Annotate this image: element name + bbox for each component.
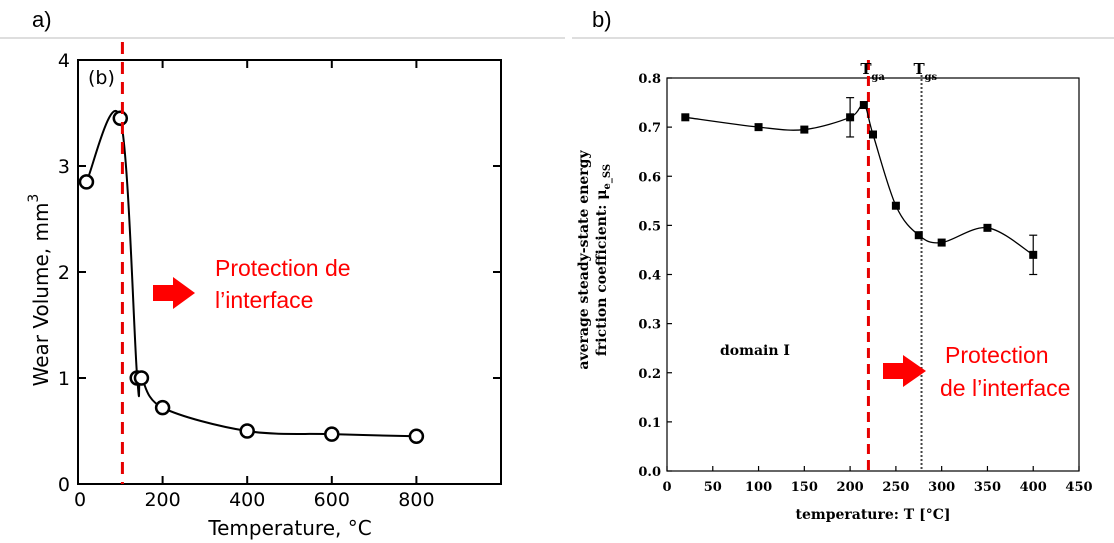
- chart-b-arrow-icon: [883, 355, 926, 387]
- chart-b-region-label: domain I: [720, 343, 790, 359]
- chart-b-ytick-label: 0.6: [638, 170, 661, 185]
- chart-b-xtick-label: 350: [974, 480, 1001, 495]
- chart-b-point: [1029, 250, 1038, 259]
- chart-b-xtick-label: 150: [791, 480, 818, 495]
- chart-a-point: [408, 428, 425, 445]
- chart-a-ytick-label: 1: [58, 368, 70, 390]
- chart-a-xlabel: Temperature, °C: [207, 516, 371, 540]
- chart-a-xtick-label: 600: [314, 489, 350, 511]
- chart-a-point: [112, 110, 129, 127]
- chart-b: 0 50 100 150 200 250 300 350 400 450 0.0 0.1 0.2 0.3…: [576, 60, 1093, 523]
- chart-a-ylabel: Wear Volume, mm3: [26, 194, 53, 387]
- chart-a-xtick-label: 400: [229, 489, 265, 511]
- chart-b-point: [681, 113, 690, 122]
- chart-b-point: [869, 130, 877, 139]
- chart-a-ytick-label: 3: [58, 156, 70, 178]
- chart-b-ylabel-sub: e_SS: [602, 164, 613, 190]
- chart-b-ylabel-line2: friction coefficient: μe_SS: [594, 164, 613, 356]
- chart-a-ylabel-text: Wear Volume, mm: [29, 203, 53, 387]
- chart-b-point: [754, 123, 763, 132]
- chart-b-point: [859, 101, 868, 110]
- chart-a-ytick-label: 2: [58, 262, 70, 284]
- chart-b-xtick-label: 200: [837, 480, 864, 495]
- chart-a-point: [324, 426, 340, 442]
- chart-a-point: [154, 399, 171, 416]
- chart-b-ytick-label: 0.7: [638, 121, 661, 136]
- chart-b-xtick-label: 450: [1065, 480, 1092, 495]
- chart-a-xtick-label: 800: [398, 489, 434, 511]
- chart-b-annotation-line2: de l’interface: [940, 375, 1070, 401]
- chart-a-ytick-label: 4: [58, 50, 70, 72]
- chart-b-annotation-line1: Protection: [945, 342, 1049, 368]
- chart-b-xtick-label: 100: [745, 480, 772, 495]
- chart-b-vline-sub-1: gs: [925, 72, 938, 83]
- chart-b-xtick-label: 400: [1020, 480, 1047, 495]
- chart-a-xtick-label: 200: [144, 489, 180, 511]
- chart-b-point: [846, 113, 855, 122]
- chart-b-ytick-label: 0.4: [638, 269, 661, 284]
- chart-a-arrow-icon: [153, 277, 195, 309]
- chart-a-xtick-label: 0: [74, 489, 86, 511]
- chart-b-vline-sub-0: ga: [871, 72, 885, 83]
- chart-b-ytick-label: 0.3: [638, 318, 661, 333]
- chart-a-inset-label: (b): [88, 67, 115, 89]
- chart-a-point: [133, 370, 150, 386]
- chart-b-point: [891, 201, 900, 210]
- panel-b-label: b): [592, 7, 612, 32]
- chart-b-vline-label-0: T: [860, 60, 872, 78]
- chart-b-point: [914, 231, 923, 240]
- chart-b-ylabel-line1: average steady-state energy: [576, 150, 592, 370]
- chart-b-ytick-label: 0.5: [638, 219, 661, 234]
- chart-b-point: [800, 125, 809, 134]
- chart-a-point: [78, 174, 95, 190]
- chart-b-point: [983, 223, 992, 232]
- chart-b-ytick-label: 0.0: [638, 465, 661, 480]
- chart-b-vline-label-1: T: [914, 60, 926, 78]
- chart-a-point: [239, 423, 255, 439]
- chart-b-ytick-label: 0.2: [638, 367, 661, 382]
- chart-a-ytick-label: 0: [58, 474, 70, 496]
- chart-b-ytick-label: 0.8: [638, 72, 661, 87]
- chart-b-ylabel-line2-text: friction coefficient: μ: [594, 189, 610, 356]
- chart-a-annotation-line1: Protection de: [215, 255, 351, 281]
- chart-b-xlabel: temperature: T [°C]: [796, 507, 951, 523]
- chart-b-ytick-label: 0.1: [638, 416, 661, 431]
- chart-b-point: [937, 238, 946, 247]
- chart-b-xtick-label: 0: [662, 480, 671, 495]
- chart-b-xtick-label: 300: [928, 480, 955, 495]
- chart-a-annotation-line2: l’interface: [215, 287, 313, 313]
- chart-b-series-line: [685, 103, 1034, 256]
- chart-b-xtick-label: 50: [704, 480, 722, 495]
- chart-a-ylabel-sup: 3: [26, 194, 42, 203]
- panel-a-label: a): [32, 7, 52, 32]
- chart-b-xtick-label: 250: [882, 480, 909, 495]
